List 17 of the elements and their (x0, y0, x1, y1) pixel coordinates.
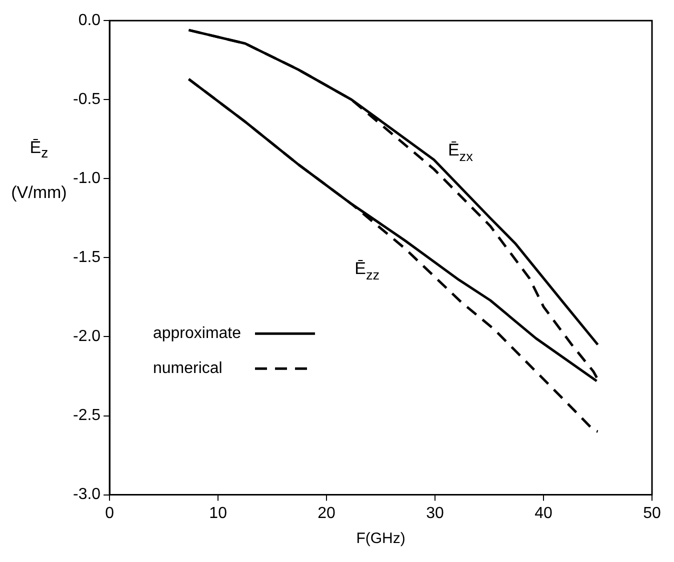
x-tick-label: 40 (534, 504, 553, 522)
y-tick-label: 0.0 (78, 12, 101, 30)
legend-label: approximate (152, 324, 242, 342)
y-tick-label: -1.0 (72, 170, 101, 188)
x-axis-title: F(GHz) (356, 530, 406, 548)
x-tick-label: 0 (105, 504, 114, 522)
x-tick-label: 50 (643, 504, 661, 522)
legend-label: numerical (152, 360, 222, 377)
y-tick-label: -2.5 (72, 407, 101, 424)
x-tick-label: 20 (318, 504, 336, 522)
x-tick-label: 10 (209, 504, 228, 522)
x-tick-label: 30 (426, 504, 444, 522)
y-tick-label: -0.5 (72, 91, 101, 108)
y-tick-label: -2.0 (72, 328, 101, 346)
y-tick-label: -1.5 (72, 249, 101, 266)
y-tick-label: -3.0 (72, 486, 101, 504)
text: Ē$_{z}$ (V/mm) (11, 138, 67, 202)
